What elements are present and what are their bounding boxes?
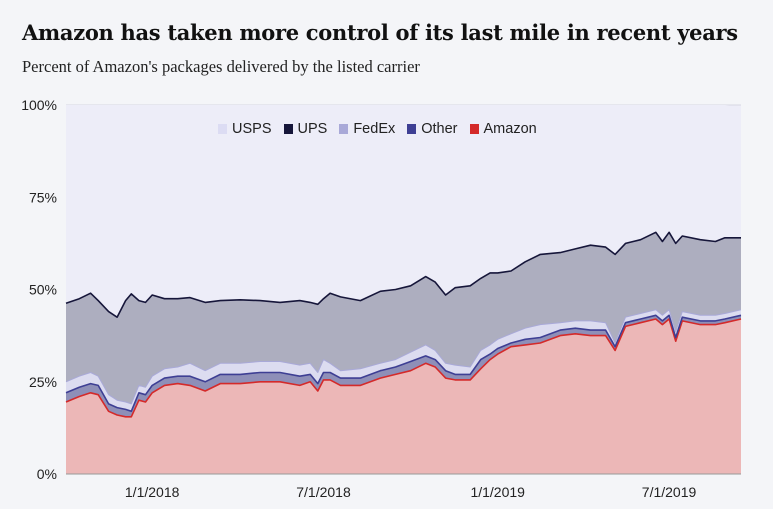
area-fedex [66, 309, 741, 412]
line-ups [65, 231, 741, 318]
x-tick-label: 7/1/2019 [642, 484, 697, 500]
legend-label: FedEx [353, 121, 396, 137]
x-tick-label: 1/1/2018 [125, 484, 180, 500]
chart-title: Amazon has taken more control of its las… [22, 20, 738, 45]
legend-swatch [339, 124, 349, 134]
legend-swatch [469, 124, 479, 134]
line-fedex [65, 309, 742, 405]
legend-swatch [283, 124, 293, 134]
line-amazon [65, 318, 742, 418]
legend-swatch [218, 124, 227, 134]
y-tick-label: 75% [29, 189, 57, 205]
x-tick-label: 7/1/2018 [296, 484, 351, 500]
y-tick-label: 25% [29, 374, 57, 390]
area-ups [66, 232, 741, 404]
legend-label: UPS [297, 121, 328, 137]
x-tick-label: 1/1/2019 [470, 484, 525, 500]
legend: USPS UPS FedEx Other Amazon [218, 121, 537, 137]
legend-swatch [407, 124, 417, 134]
legend-label: Amazon [483, 121, 537, 137]
area-usps [66, 105, 741, 318]
legend-label: USPS [232, 121, 272, 137]
y-tick-label: 50% [29, 282, 57, 298]
legend-label: Other [421, 121, 458, 137]
area-other [66, 315, 741, 417]
line-other [65, 314, 742, 413]
legend-item-amazon[interactable]: Amazon [469, 121, 537, 137]
legend-item-fedex[interactable]: FedEx [339, 121, 395, 137]
y-tick-label: 100% [21, 97, 57, 113]
legend-item-ups[interactable]: UPS [283, 121, 328, 137]
chart-subtitle: Percent of Amazon's packages delivered b… [22, 57, 420, 76]
area-amazon [66, 319, 741, 474]
y-tick-label: 0% [37, 466, 57, 482]
legend-item-usps[interactable]: USPS [218, 121, 272, 137]
legend-item-other[interactable]: Other [407, 121, 458, 137]
